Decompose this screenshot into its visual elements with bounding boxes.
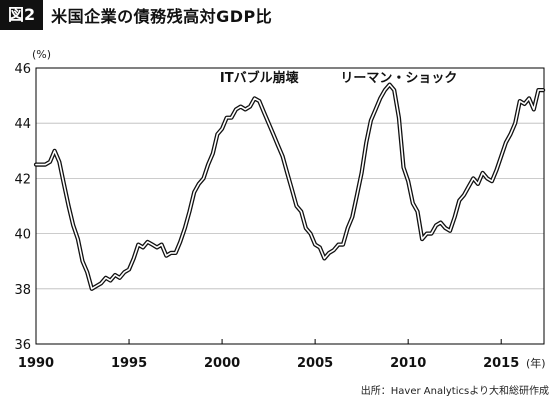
x-tick-label: 2015 [483,356,519,371]
y-tick-label: 36 [14,338,31,353]
figure-header: 図2 米国企業の債務残高対GDP比 [0,0,272,30]
y-tick-label: 40 [14,228,31,243]
x-tick-label: 2000 [204,356,240,371]
x-tick-label: 1995 [111,356,147,371]
annotation-label: ITバブル崩壊 [220,70,300,86]
gridlines [36,122,544,290]
figure-number-badge: 図2 [0,0,44,30]
plot-frame [35,67,545,345]
series-line-outline [33,82,546,291]
y-tick-label: 46 [14,62,31,77]
y-tick-label: 38 [14,283,31,298]
x-axis-unit-label: (年) [526,356,546,370]
source-note: 出所：Haver Analyticsより大和総研作成 [360,386,549,397]
y-tick-label: 44 [14,117,31,132]
series-line [35,83,544,290]
x-tick-label: 2005 [297,356,333,371]
x-tick-label: 1990 [18,356,54,371]
figure-title: 米国企業の債務残高対GDP比 [51,7,273,26]
x-axis-ticks: 1990 1995 2000 2005 2010 2015 [18,339,519,371]
series-layer [33,82,546,291]
y-tick-label: 42 [14,172,31,187]
y-axis-ticks: 36 38 40 42 44 46 [14,62,31,353]
annotations: ITバブル崩壊 リーマン・ショック [220,70,457,86]
x-tick-label: 2010 [390,356,426,371]
y-axis-unit-label: (%) [32,48,51,61]
annotation-label: リーマン・ショック [340,71,457,86]
